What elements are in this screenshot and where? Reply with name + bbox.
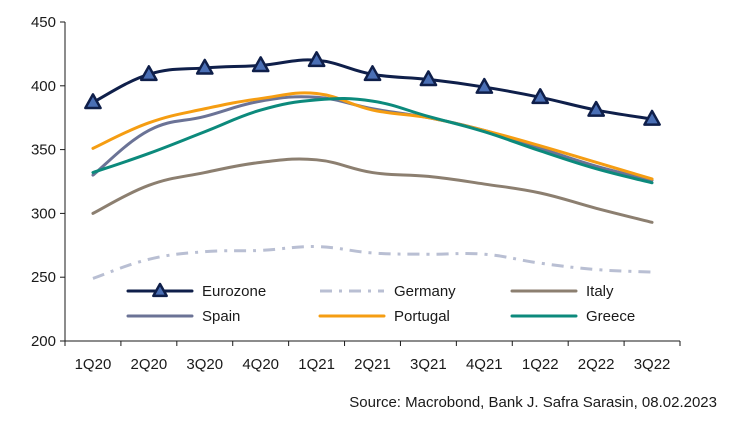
y-tick-label: 250: [31, 269, 56, 286]
series-portugal: [91, 91, 654, 181]
legend-item-spain: Spain: [126, 308, 240, 325]
source-note: Source: Macrobond, Bank J. Safra Sarasin…: [349, 394, 717, 411]
series-layer: [84, 51, 661, 280]
x-tick-label: 4Q21: [466, 356, 503, 373]
x-tick-label: 1Q22: [522, 356, 559, 373]
y-tick-label: 200: [31, 333, 56, 350]
data-point-eurozone: [84, 93, 102, 110]
data-point-eurozone: [643, 109, 661, 126]
legend-item-greece: Greece: [510, 308, 635, 325]
y-tick-label: 350: [31, 142, 56, 159]
data-point-eurozone: [140, 65, 158, 82]
data-point-eurozone: [251, 56, 270, 73]
legend-item-italy: Italy: [510, 283, 614, 300]
x-tick-label: 3Q21: [410, 356, 447, 373]
data-point-eurozone: [307, 51, 326, 68]
legend-item-germany: Germany: [320, 283, 456, 300]
legend-item-portugal: Portugal: [318, 308, 450, 325]
data-point-eurozone: [419, 70, 438, 87]
x-tick-label: 2Q22: [578, 356, 615, 373]
x-tick-label: 3Q22: [634, 356, 671, 373]
series-italy: [91, 157, 654, 224]
x-tick-label: 2Q21: [354, 356, 391, 373]
series-line-greece: [91, 97, 654, 185]
series-line-portugal: [91, 91, 654, 181]
legend-label-greece: Greece: [586, 308, 635, 325]
data-point-eurozone: [475, 77, 494, 94]
series-greece: [91, 97, 654, 185]
data-point-eurozone: [363, 65, 382, 82]
y-tick-label: 400: [31, 78, 56, 95]
legend-label-portugal: Portugal: [394, 308, 450, 325]
series-eurozone: [84, 51, 661, 126]
data-point-eurozone: [195, 58, 214, 75]
series-line-italy: [91, 157, 654, 224]
legend-label-germany: Germany: [394, 283, 456, 300]
legend-label-italy: Italy: [586, 283, 614, 300]
series-germany: [92, 245, 653, 280]
y-tick-label: 300: [31, 205, 56, 222]
x-tick-label: 4Q20: [242, 356, 279, 373]
y-tick-label: 450: [31, 14, 56, 31]
legend: Eurozone Germany Italy Spain Portugal Greece: [126, 282, 635, 325]
data-point-eurozone: [587, 100, 605, 117]
legend-item-eurozone: Eurozone: [126, 282, 266, 300]
x-tick-label: 2Q20: [131, 356, 168, 373]
series-line-germany: [92, 245, 653, 280]
data-point-eurozone: [531, 88, 550, 105]
legend-label-spain: Spain: [202, 308, 240, 325]
x-tick-label: 3Q20: [186, 356, 223, 373]
legend-label-eurozone: Eurozone: [202, 283, 266, 300]
axes: 200 250 300 350 400 450 1Q20 2Q20 3Q20 4Q20 1Q21 2Q…: [31, 14, 681, 373]
x-tick-label: 1Q20: [75, 356, 112, 373]
x-tick-label: 1Q21: [298, 356, 335, 373]
legend-marker-eurozone: [152, 282, 168, 298]
